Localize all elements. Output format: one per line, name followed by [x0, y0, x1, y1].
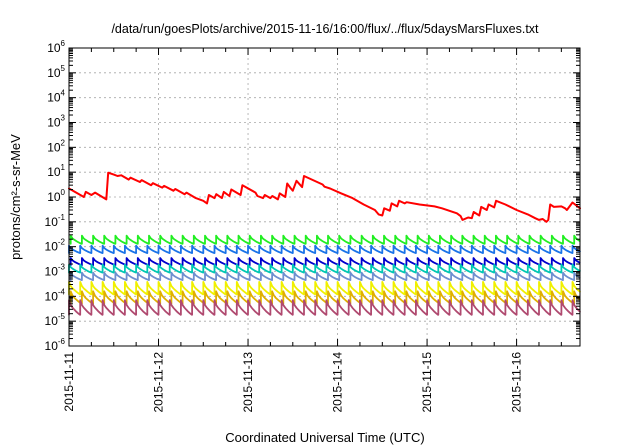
y-tick-label: 104	[47, 89, 65, 105]
y-tick-label: 10-5	[45, 312, 66, 328]
y-tick-label: 10-1	[45, 213, 66, 229]
y-tick-label: 103	[47, 114, 65, 130]
series-line-0	[68, 171, 581, 223]
x-tick-label: 2015-11-15	[420, 352, 434, 413]
y-tick-label: 10-4	[45, 287, 66, 303]
y-axis-title: protons/cm²-s-sr-MeV	[8, 134, 23, 260]
x-tick-label: 2015-11-11	[62, 352, 76, 412]
y-tick-label: 105	[47, 64, 65, 80]
y-tick-label: 102	[47, 138, 65, 154]
x-tick-labels: 2015-11-11 2015-11-12 2015-11-13 2015-11-14…	[62, 352, 524, 413]
series-line-4	[68, 263, 581, 274]
x-tick-label: 2015-11-14	[331, 352, 345, 413]
x-tick-label: 2015-11-13	[241, 352, 255, 413]
series-layer	[68, 171, 581, 316]
series-line-2	[68, 244, 581, 254]
x-tick-label: 2015-11-12	[152, 352, 166, 413]
series-line-1	[69, 234, 581, 245]
series-line-6	[68, 281, 581, 296]
series-line-8	[68, 299, 581, 316]
y-tick-label: 10-2	[45, 238, 66, 254]
chart-title: /data/run/goesPlots/archive/2015-11-16/1…	[111, 22, 539, 36]
y-tick-label: 10-6	[45, 337, 66, 353]
x-tick-label: 2015-11-16	[510, 352, 524, 413]
y-tick-labels: 10-6 10-5 10-4 10-3 10-2 10-1 100 101 102 103 104 1…	[45, 39, 66, 353]
y-tick-label: 100	[47, 188, 65, 204]
series-line-5	[69, 271, 581, 281]
y-tick-label: 10-3	[45, 263, 66, 279]
axis-ticks	[68, 47, 580, 347]
x-axis-title: Coordinated Universal Time (UTC)	[225, 430, 424, 445]
y-tick-label: 101	[47, 163, 65, 179]
y-tick-label: 106	[47, 39, 65, 55]
